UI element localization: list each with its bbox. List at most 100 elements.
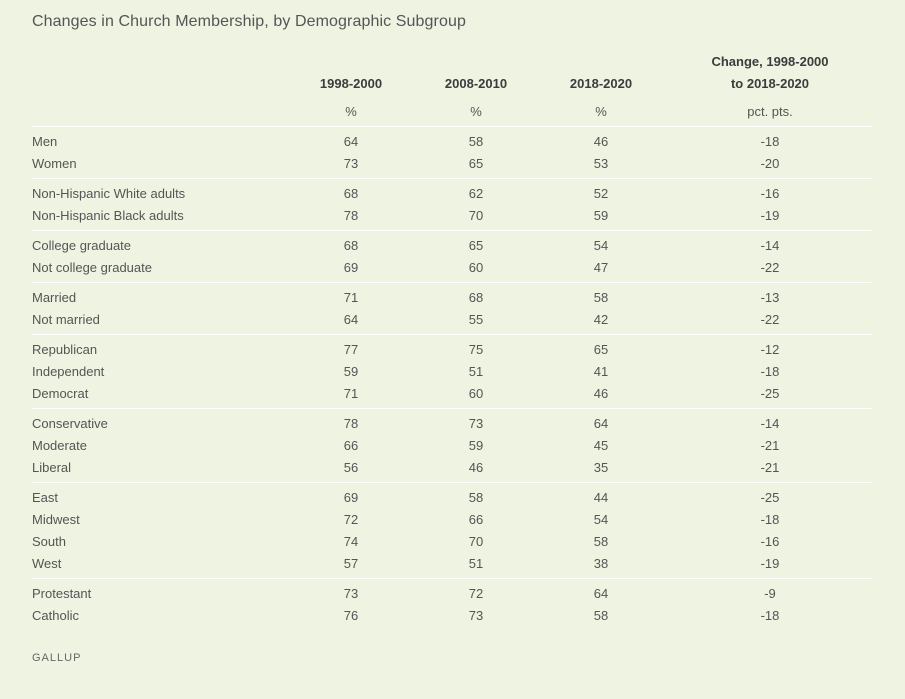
row-label: Men <box>32 134 58 149</box>
table-row: Liberal 56 46 35 -21 <box>32 457 872 479</box>
row-label: Catholic <box>32 608 79 623</box>
table-cell: 77 <box>343 342 359 357</box>
table-cell: 52 <box>593 186 609 201</box>
table-row: Men 64 58 46 -18 <box>32 131 872 153</box>
group-separator <box>32 282 872 283</box>
table-cell: 59 <box>343 364 359 379</box>
row-label: Republican <box>32 342 98 357</box>
table-cell: 65 <box>468 156 484 171</box>
table-cell: 73 <box>343 156 359 171</box>
table-cell: 64 <box>593 586 609 601</box>
table-row: Married 71 68 58 -13 <box>32 287 872 309</box>
table-row: Not college graduate 69 60 47 -22 <box>32 257 872 279</box>
table-row: South 74 70 58 -16 <box>32 531 872 553</box>
table-cell: -20 <box>760 156 780 171</box>
table-row: East 69 58 44 -25 <box>32 487 872 509</box>
table-cell: -16 <box>760 186 780 201</box>
chart-title: Changes in Church Membership, by Demogra… <box>32 13 466 30</box>
group-separator <box>32 334 872 335</box>
row-label: South <box>32 534 66 549</box>
table-cell: 69 <box>343 490 359 505</box>
table-row: College graduate 68 65 54 -14 <box>32 235 872 257</box>
table-cell: -13 <box>760 290 780 305</box>
row-label: Independent <box>32 364 105 379</box>
table-cell: 75 <box>468 342 484 357</box>
row-label: Conservative <box>32 416 108 431</box>
table-cell: 68 <box>468 290 484 305</box>
row-label: Democrat <box>32 386 89 401</box>
table-cell: -22 <box>760 312 780 327</box>
table-cell: -14 <box>760 238 780 253</box>
row-label: Protestant <box>32 586 92 601</box>
table-row: Protestant 73 72 64 -9 <box>32 583 872 605</box>
table-cell: 60 <box>468 260 484 275</box>
table-cell: 59 <box>593 208 609 223</box>
table-cell: 41 <box>593 364 609 379</box>
table-cell: 73 <box>468 608 484 623</box>
table-cell: 42 <box>593 312 609 327</box>
table-cell: 73 <box>468 416 484 431</box>
row-label: Midwest <box>32 512 80 527</box>
table-cell: -19 <box>760 556 780 571</box>
column-header: to 2018-2020 <box>730 76 810 91</box>
row-label: Not college graduate <box>32 260 152 275</box>
row-label: West <box>32 556 62 571</box>
table-cell: -14 <box>760 416 780 431</box>
table-row: Democrat 71 60 46 -25 <box>32 383 872 405</box>
table-cell: 38 <box>593 556 609 571</box>
table-cell: 64 <box>343 134 359 149</box>
table-cell: 65 <box>468 238 484 253</box>
table-cell: -9 <box>764 586 776 601</box>
row-label: Women <box>32 156 77 171</box>
table-row: Independent 59 51 41 -18 <box>32 361 872 383</box>
row-label: Non-Hispanic Black adults <box>32 208 184 223</box>
table-cell: 44 <box>593 490 609 505</box>
table-cell: 58 <box>593 534 609 549</box>
row-label: Moderate <box>32 438 87 453</box>
table-row: Conservative 78 73 64 -14 <box>32 413 872 435</box>
group-separator <box>32 408 872 409</box>
table-cell: 72 <box>343 512 359 527</box>
source-label: GALLUP <box>32 652 82 664</box>
table-cell: 62 <box>468 186 484 201</box>
table-cell: 58 <box>468 134 484 149</box>
column-header: Change, 1998-2000 <box>711 54 829 69</box>
table-cell: -19 <box>760 208 780 223</box>
table-cell: 69 <box>343 260 359 275</box>
table-cell: 71 <box>343 290 359 305</box>
table-cell: 53 <box>593 156 609 171</box>
table-cell: 68 <box>343 238 359 253</box>
column-unit: % <box>470 104 482 119</box>
table-row: Women 73 65 53 -20 <box>32 153 872 175</box>
table-cell: 58 <box>593 608 609 623</box>
table-cell: 64 <box>343 312 359 327</box>
column-header: 1998-2000 <box>319 76 383 91</box>
group-separator <box>32 230 872 231</box>
table-cell: -18 <box>760 512 780 527</box>
table-cell: 66 <box>468 512 484 527</box>
table-cell: 78 <box>343 208 359 223</box>
column-header: 2008-2010 <box>444 76 508 91</box>
table-cell: 64 <box>593 416 609 431</box>
table-row: West 57 51 38 -19 <box>32 553 872 575</box>
group-separator <box>32 178 872 179</box>
column-unit: pct. pts. <box>747 104 793 119</box>
table-cell: -18 <box>760 364 780 379</box>
table-cell: 78 <box>343 416 359 431</box>
column-unit: % <box>345 104 357 119</box>
table-cell: -25 <box>760 490 780 505</box>
table-cell: 45 <box>593 438 609 453</box>
table-row: Catholic 76 73 58 -18 <box>32 605 872 627</box>
table-cell: 70 <box>468 208 484 223</box>
table-cell: 59 <box>468 438 484 453</box>
group-separator <box>32 578 872 579</box>
table-cell: 54 <box>593 512 609 527</box>
table-row: Midwest 72 66 54 -18 <box>32 509 872 531</box>
table-cell: 51 <box>468 364 484 379</box>
table-cell: 51 <box>468 556 484 571</box>
table-cell: 57 <box>343 556 359 571</box>
table-row: Republican 77 75 65 -12 <box>32 339 872 361</box>
table-cell: 54 <box>593 238 609 253</box>
table-cell: 46 <box>593 386 609 401</box>
table-cell: 55 <box>468 312 484 327</box>
